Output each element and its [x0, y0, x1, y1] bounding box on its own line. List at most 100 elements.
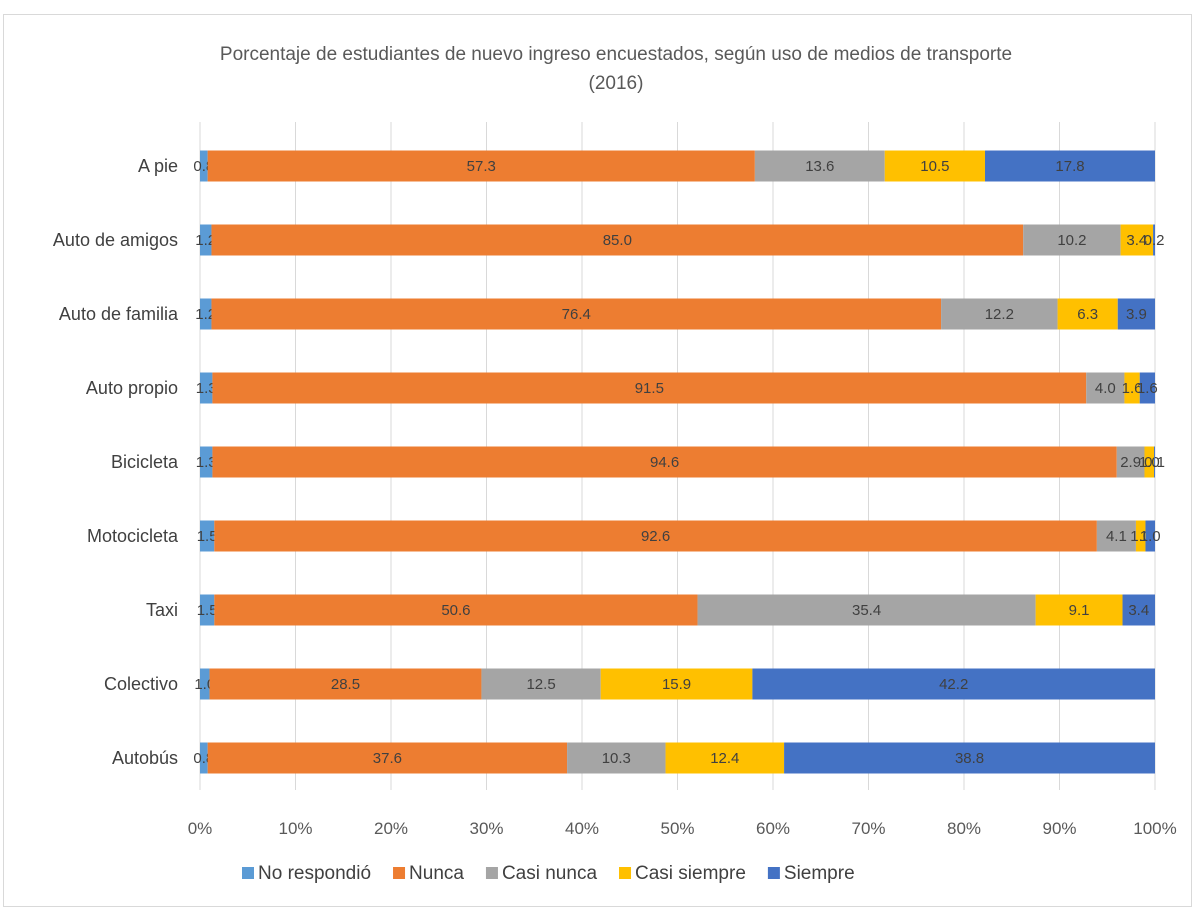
bar-segment [200, 150, 208, 182]
bar-segment [200, 594, 215, 626]
category-label: Colectivo [104, 674, 178, 694]
bar-segment [1035, 594, 1123, 626]
data-label: 28.5 [331, 676, 360, 693]
bar-segment [200, 520, 215, 552]
data-label: 37.6 [373, 750, 402, 767]
category-label: Motocicleta [87, 526, 179, 546]
x-tick-label: 0% [188, 819, 213, 838]
legend-swatch [393, 867, 406, 879]
data-label: 4.0 [1095, 380, 1116, 397]
bar-segment [1120, 224, 1154, 256]
data-label: 94.6 [650, 454, 679, 471]
bar-segment [941, 298, 1058, 330]
data-label: 1.2 [195, 232, 216, 249]
bar-segment [1096, 520, 1136, 552]
bar-segment [1139, 372, 1155, 404]
data-label: 35.4 [852, 602, 881, 619]
bar-segment [209, 668, 482, 700]
bar-segment [211, 224, 1024, 256]
data-label: 15.9 [662, 676, 691, 693]
bar-segment [200, 742, 208, 774]
bar-segment [752, 668, 1155, 700]
x-tick-label: 100% [1133, 819, 1176, 838]
bar-segment [1144, 446, 1155, 478]
x-tick-label: 40% [565, 819, 599, 838]
bar-segment [200, 298, 212, 330]
x-tick-label: 10% [278, 819, 312, 838]
x-tick-label: 70% [851, 819, 885, 838]
data-label: 3.4 [1128, 602, 1149, 619]
data-label: 1.0 [1140, 528, 1161, 545]
x-tick-label: 60% [756, 819, 790, 838]
data-label: 42.2 [939, 676, 968, 693]
bar-segment [784, 742, 1155, 774]
bar-segment [1135, 520, 1146, 552]
bar-segment [200, 372, 213, 404]
data-label: 0.1 [1144, 454, 1165, 471]
data-label: 2.9 [1120, 454, 1141, 471]
data-label: 4.1 [1106, 528, 1127, 545]
bar-segment [1124, 372, 1140, 404]
data-label: 17.8 [1055, 158, 1084, 175]
chart-title: Porcentaje de estudiantes de nuevo ingre… [220, 44, 1012, 65]
bar-segment [200, 446, 213, 478]
bar-segment [207, 742, 568, 774]
bar-segment [1116, 446, 1145, 478]
legend-entry: Nunca [409, 863, 464, 884]
legend-swatch [485, 867, 498, 879]
legend-entry: Casi nunca [502, 863, 597, 884]
bar-segment [1154, 446, 1155, 478]
data-label: 57.3 [467, 158, 496, 175]
bar-segment [1153, 224, 1155, 256]
data-label: 1.3 [196, 454, 217, 471]
bars: 0.8 57.3 13.6 10.5 17.81.2 85.0 10.2 3.40.21.2 7… [193, 150, 1165, 774]
bar-segment [884, 150, 986, 182]
bar-segment [1145, 520, 1155, 552]
bar-segment [211, 298, 942, 330]
bar-segment [567, 742, 666, 774]
bar-segment [214, 520, 1097, 552]
data-label: 10.2 [1057, 232, 1086, 249]
category-label: Auto de familia [59, 304, 179, 324]
legend-entry: No respondió [258, 863, 371, 884]
data-label: 0.2 [1144, 232, 1165, 249]
data-label: 12.5 [526, 676, 555, 693]
data-label: 38.8 [955, 750, 984, 767]
data-label: 12.4 [710, 750, 739, 767]
category-label: Bicicleta [111, 452, 179, 472]
bar-segment [212, 446, 1117, 478]
legend-entry: Siempre [784, 863, 855, 884]
data-label: 1.5 [197, 528, 218, 545]
data-label: 1.3 [196, 380, 217, 397]
data-label: 13.6 [805, 158, 834, 175]
bar-segment [1117, 298, 1155, 330]
x-tick-label: 50% [660, 819, 694, 838]
data-label: 6.3 [1077, 306, 1098, 323]
bar-segment [214, 594, 698, 626]
bar-segment [207, 150, 755, 182]
x-tick-labels: 0% 10% 20% 30% 40% 50% 60% 70% 80% 90% 100% [188, 819, 1177, 838]
data-label: 10.5 [920, 158, 949, 175]
bar-segment [1023, 224, 1121, 256]
bar-segment [985, 150, 1155, 182]
data-label: 1.6 [1137, 380, 1158, 397]
legend-swatch [767, 867, 780, 879]
chart-subtitle: (2016) [589, 73, 644, 94]
data-label: 10.3 [602, 750, 631, 767]
data-label: 92.6 [641, 528, 670, 545]
category-label: A pie [138, 156, 178, 176]
bar-segment [1086, 372, 1125, 404]
category-label: Taxi [146, 600, 178, 620]
data-label: 1.2 [195, 306, 216, 323]
x-tick-label: 80% [947, 819, 981, 838]
category-labels: A pie Auto de amigos Auto de familia Auto p… [53, 156, 179, 768]
legend: No respondió Nunca Casi nunca Casi siempre S… [242, 863, 855, 884]
data-label: 3.4 [1126, 232, 1147, 249]
legend-swatch [242, 867, 254, 879]
bar-segment [665, 742, 785, 774]
data-label: 3.9 [1126, 306, 1147, 323]
bar-segment [481, 668, 601, 700]
bar-segment [1057, 298, 1118, 330]
x-tick-label: 20% [374, 819, 408, 838]
